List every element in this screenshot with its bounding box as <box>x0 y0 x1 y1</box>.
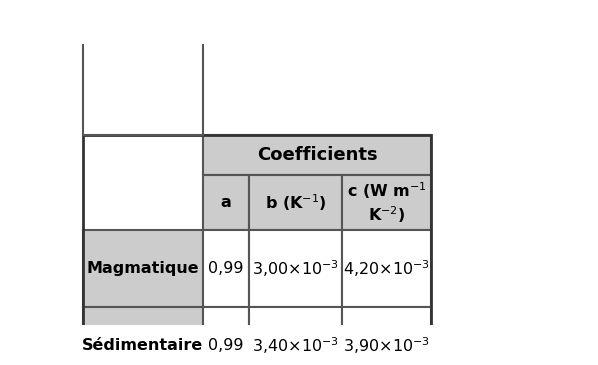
Text: Magmatique: Magmatique <box>86 261 199 276</box>
Text: 3,90×10$^{-3}$: 3,90×10$^{-3}$ <box>343 335 430 356</box>
Bar <box>249 230 342 307</box>
Bar <box>83 44 203 135</box>
Bar <box>203 230 249 307</box>
Text: 0,99: 0,99 <box>208 261 243 276</box>
Bar <box>203 175 249 230</box>
Bar <box>83 135 431 365</box>
Bar <box>342 307 431 365</box>
Text: c (W m$^{-1}$
K$^{-2}$): c (W m$^{-1}$ K$^{-2}$) <box>347 180 426 225</box>
Text: Sédimentaire: Sédimentaire <box>82 338 203 353</box>
Text: b (K$^{-1}$): b (K$^{-1}$) <box>265 192 327 213</box>
Bar <box>83 307 203 365</box>
Bar <box>83 230 203 307</box>
Text: 0,99: 0,99 <box>208 338 243 353</box>
Bar <box>249 175 342 230</box>
Text: 3,40×10$^{-3}$: 3,40×10$^{-3}$ <box>252 335 339 356</box>
Bar <box>203 307 249 365</box>
Bar <box>249 307 342 365</box>
Text: Coefficients: Coefficients <box>257 146 377 164</box>
Text: a: a <box>221 195 231 210</box>
Bar <box>342 175 431 230</box>
Bar <box>342 230 431 307</box>
Text: 3,00×10$^{-3}$: 3,00×10$^{-3}$ <box>252 258 339 279</box>
Text: 4,20×10$^{-3}$: 4,20×10$^{-3}$ <box>343 258 430 279</box>
Bar <box>203 135 431 175</box>
